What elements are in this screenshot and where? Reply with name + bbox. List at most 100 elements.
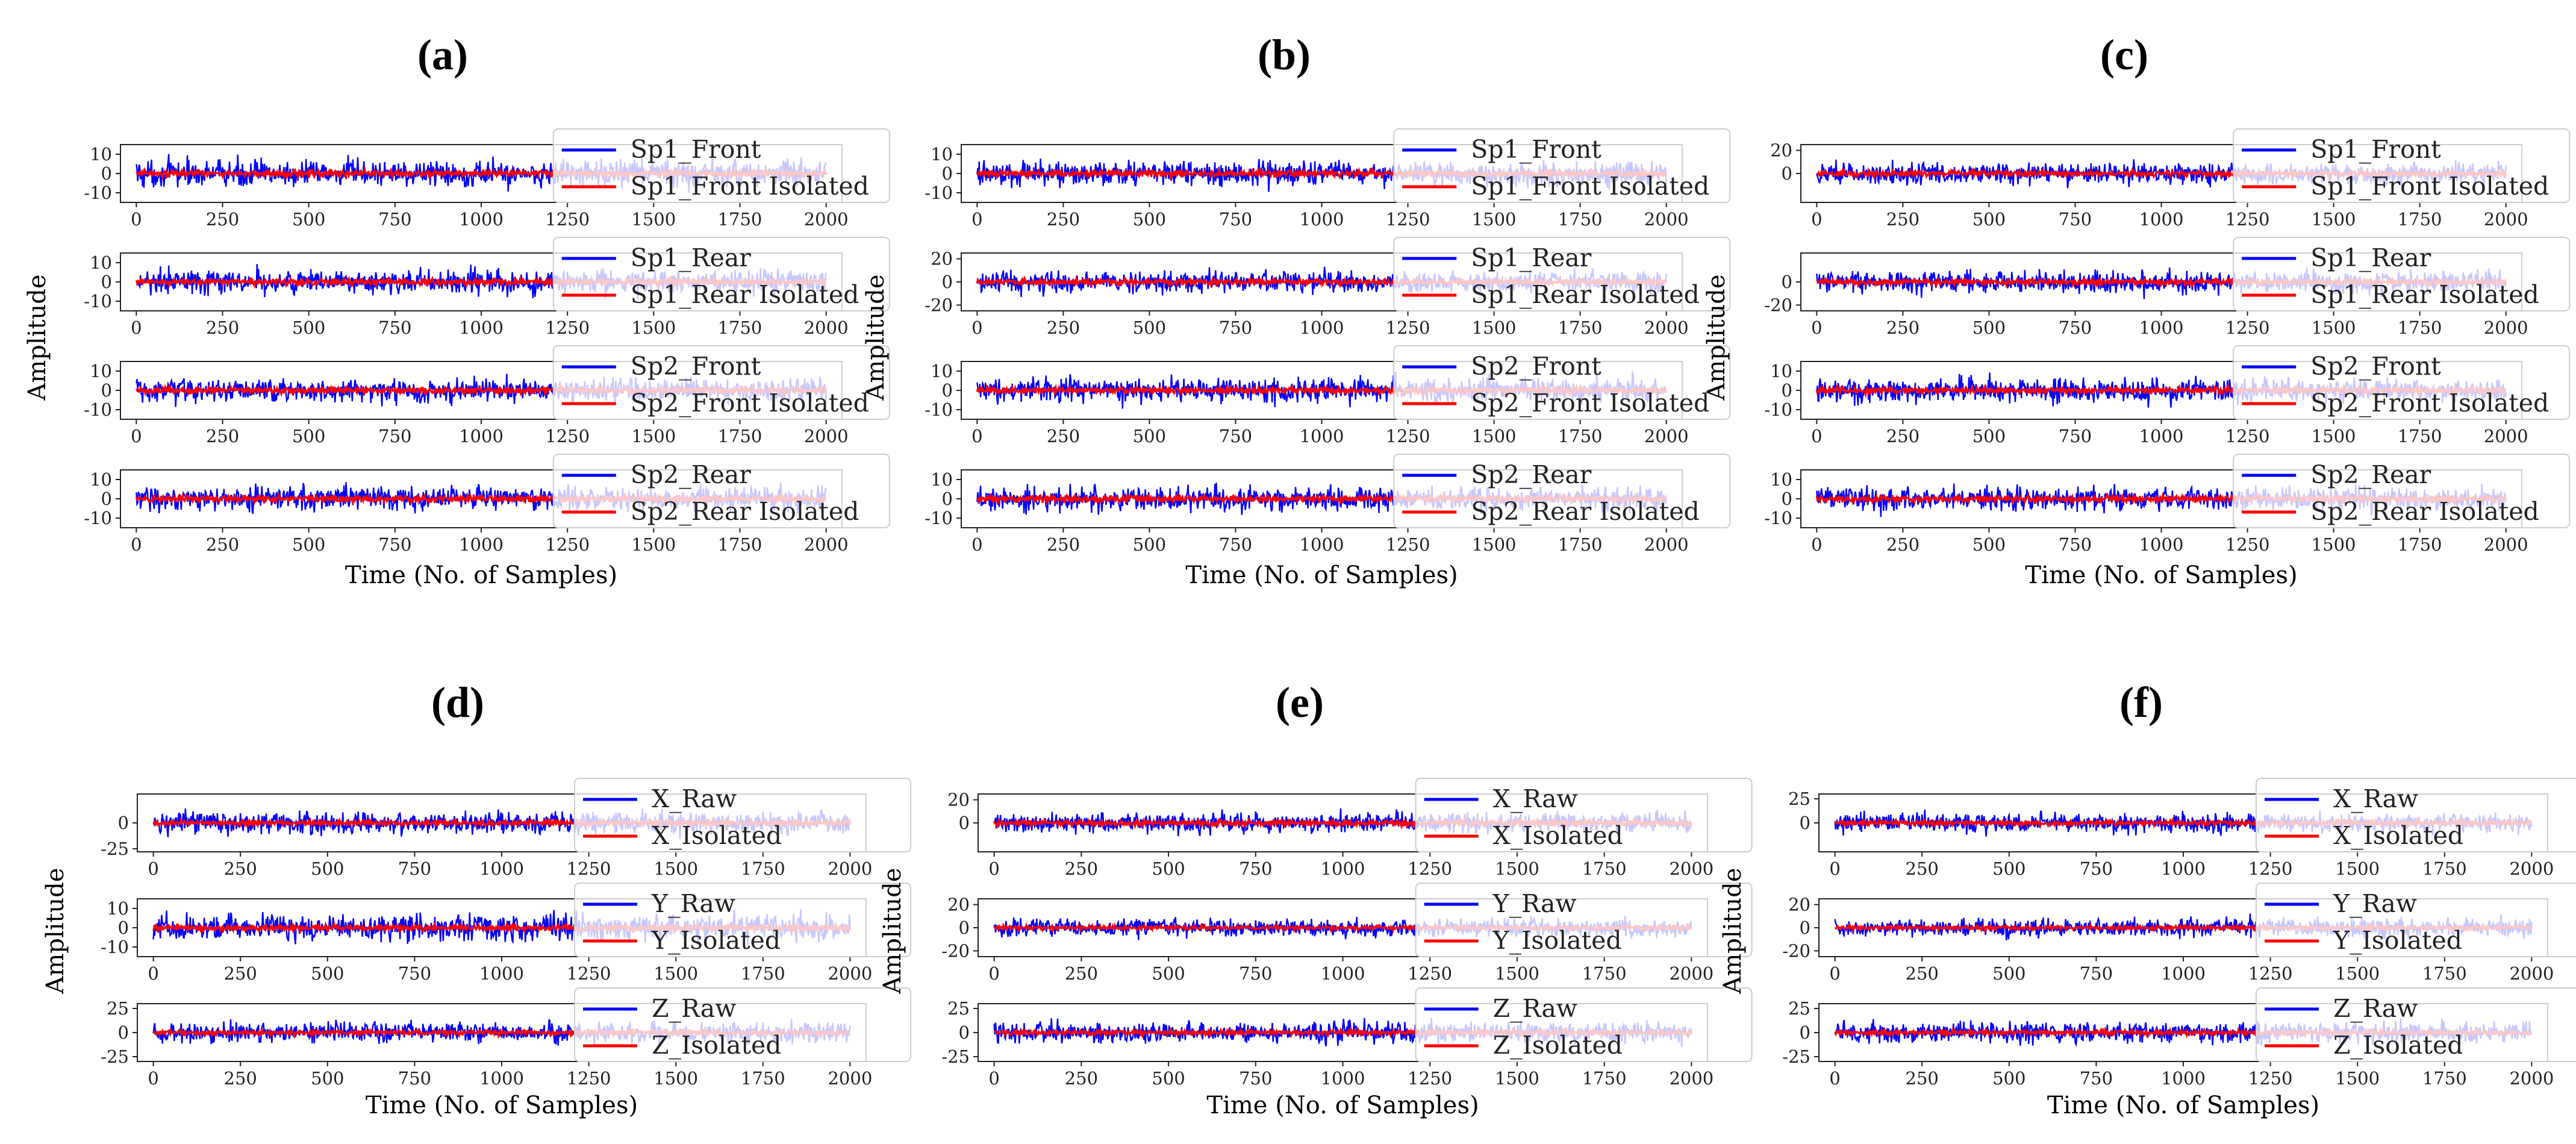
x-tick-label: 1750: [741, 858, 785, 879]
panel-label: (e): [1276, 678, 1324, 727]
y-tick-label: 0: [1782, 489, 1792, 509]
x-tick-label: 500: [1992, 858, 2026, 879]
legend-label: X_Isolated: [1493, 821, 1623, 850]
x-tick-label: 750: [1219, 209, 1252, 230]
x-tick-label: 1500: [631, 209, 676, 230]
x-tick-label: 1250: [1408, 1068, 1452, 1089]
x-tick-label: 1500: [631, 534, 676, 555]
x-tick-label: 2000: [804, 426, 849, 446]
x-tick-label: 2000: [828, 963, 872, 984]
y-tick-label: 0: [1800, 1022, 1810, 1043]
panel-label: (b): [1258, 31, 1311, 79]
y-tick-label: 25: [1788, 998, 1810, 1019]
legend: Sp1_Front Sp1_Front Isolated: [552, 128, 890, 203]
subplot: 2000 250 500 750 1000 1250 1500 1750 2000Sp1_Fro…: [1770, 128, 2571, 230]
x-tick-label: 250: [1886, 317, 1920, 338]
x-tick-label: 750: [378, 426, 411, 446]
x-tick-label: 1250: [2225, 317, 2270, 338]
x-tick-label: 2000: [2484, 317, 2528, 338]
legend-box: [2233, 237, 2571, 311]
x-tick-label: 0: [1811, 209, 1822, 230]
x-tick-label: 1750: [1558, 209, 1603, 230]
y-tick-label: 0: [942, 380, 953, 401]
x-tick-label: 750: [2080, 1068, 2113, 1089]
x-tick-label: 1750: [718, 534, 763, 555]
x-tick-label: 1250: [567, 1068, 611, 1089]
legend-box: [574, 883, 911, 957]
subplot: 100-100 250 500 750 1000 1250 1500 1750 2000Sp2_…: [84, 345, 890, 446]
y-tick-label: 0: [942, 272, 953, 292]
y-axis-label: Amplitude: [1719, 867, 1747, 994]
y-tick-label: 0: [118, 1022, 129, 1043]
legend: Z_Raw Z_Isolated: [1415, 987, 1753, 1062]
legend-label: Sp2_Rear: [631, 460, 751, 489]
y-tick-label: 0: [1782, 380, 1792, 401]
legend-box: [552, 454, 890, 528]
x-tick-label: 2000: [804, 534, 849, 555]
x-tick-label: 2000: [2484, 209, 2528, 230]
x-tick-label: 2000: [828, 1068, 872, 1089]
y-tick-label: 10: [931, 144, 953, 164]
x-tick-label: 1750: [2398, 426, 2442, 446]
x-tick-label: 250: [206, 317, 239, 338]
legend-label: Sp1_Front Isolated: [1471, 172, 1709, 201]
x-tick-label: 250: [1065, 1068, 1098, 1089]
x-tick-label: 1500: [653, 963, 698, 984]
x-tick-label: 250: [206, 426, 239, 446]
legend-box: [552, 128, 890, 203]
x-tick-label: 250: [1906, 1068, 1939, 1089]
legend-label: Sp2_Front: [1471, 352, 1601, 381]
x-tick-label: 0: [131, 534, 142, 555]
y-axis-label: Amplitude: [1703, 274, 1730, 401]
x-tick-label: 0: [131, 426, 142, 446]
x-tick-label: 500: [1973, 534, 2006, 555]
y-tick-label: -20: [925, 295, 953, 315]
legend: Sp1_Front Sp1_Front Isolated: [1393, 128, 1731, 203]
x-tick-label: 2000: [1644, 534, 1689, 555]
y-tick-label: 0: [1782, 163, 1792, 184]
x-tick-label: 0: [148, 1068, 158, 1089]
legend-label: Y_Raw: [2333, 889, 2417, 918]
subplot: 100-100 250 500 750 1000 1250 1500 1750 2000Sp1_…: [84, 237, 890, 338]
legend-label: Sp2_Rear: [1471, 460, 1591, 489]
x-tick-label: 500: [1152, 858, 1185, 879]
x-tick-label: 250: [224, 963, 257, 984]
x-tick-label: 1000: [459, 209, 504, 230]
legend: X_Raw X_Isolated: [2256, 778, 2576, 852]
x-tick-label: 250: [206, 209, 239, 230]
subplot: 200-200 250 500 750 1000 1250 1500 1750 2000Y_Ra…: [941, 883, 1753, 984]
legend-label: Y_Raw: [1492, 889, 1577, 918]
x-tick-label: 1000: [2139, 209, 2184, 230]
legend-label: Sp2_Rear Isolated: [631, 497, 859, 526]
x-tick-label: 1500: [2335, 858, 2380, 879]
x-tick-label: 2000: [1669, 1068, 1714, 1089]
x-tick-label: 500: [1133, 317, 1166, 338]
legend: Sp1_Front Sp1_Front Isolated: [2233, 128, 2571, 203]
x-tick-label: 750: [1239, 858, 1272, 879]
subplot: 100-100 250 500 750 1000 1250 1500 1750 2000Y_Ra…: [101, 883, 911, 984]
x-tick-label: 1500: [1472, 209, 1517, 230]
legend-label: X_Isolated: [652, 821, 782, 850]
legend-label: X_Isolated: [2333, 821, 2463, 850]
x-tick-label: 0: [1811, 534, 1822, 555]
legend: Sp1_Rear Sp1_Rear Isolated: [1393, 237, 1731, 311]
x-tick-label: 0: [971, 426, 982, 446]
legend-label: Sp2_Front Isolated: [1471, 389, 1709, 417]
x-tick-label: 1250: [545, 534, 590, 555]
chart-panel-b: (b)100-100 250 500 750 1000 1250 1500 1750 2000S…: [862, 31, 1731, 589]
x-tick-label: 0: [1811, 317, 1822, 338]
legend-label: Y_Raw: [651, 889, 735, 918]
subplot: 0-250 250 500 750 1000 1250 1500 1750 2000X_RawX…: [101, 778, 911, 879]
x-tick-label: 750: [1239, 1068, 1272, 1089]
x-tick-label: 1000: [479, 858, 524, 879]
x-tick-label: 1500: [1495, 1068, 1539, 1089]
legend: X_Raw X_Isolated: [574, 778, 911, 852]
y-tick-label: -25: [941, 1046, 970, 1067]
x-tick-label: 750: [1219, 317, 1252, 338]
x-tick-label: 500: [1992, 1068, 2026, 1089]
legend: Sp2_Front Sp2_Front Isolated: [2233, 345, 2571, 420]
chart-panel-c: (c)2000 250 500 750 1000 1250 1500 1750 2000Sp1_…: [1703, 31, 2571, 589]
y-tick-label: 10: [90, 361, 112, 381]
y-tick-label: -10: [84, 291, 112, 311]
x-tick-label: 1500: [631, 426, 676, 446]
